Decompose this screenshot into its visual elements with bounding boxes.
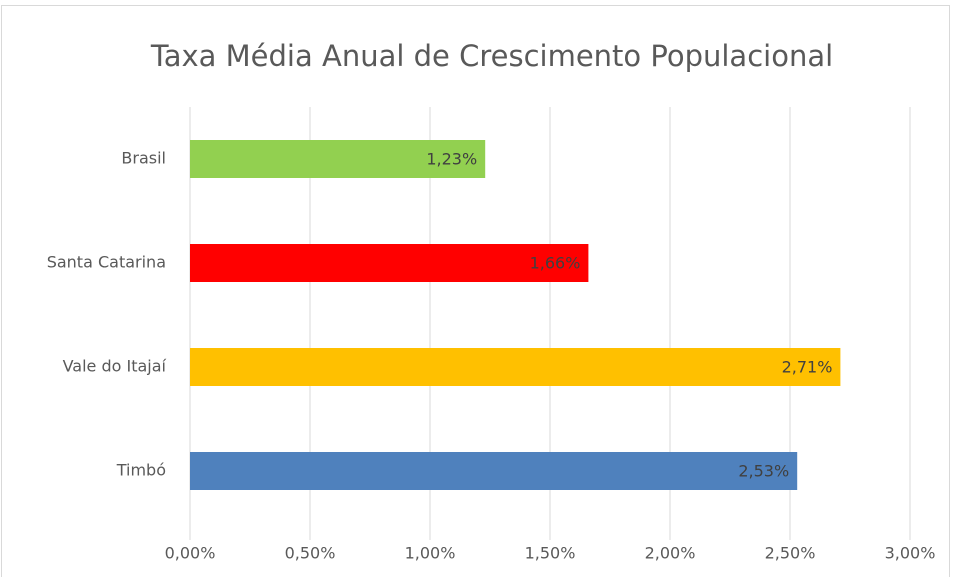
value-label: 2,71%: [782, 358, 833, 377]
bar: [190, 348, 841, 386]
value-label: 1,23%: [426, 150, 477, 169]
x-tick-label: 1,00%: [405, 544, 456, 563]
value-label: 2,53%: [738, 462, 789, 481]
y-tick-label: Vale do Itajaí: [63, 357, 167, 376]
chart-border: [1, 5, 950, 577]
y-tick-label: Brasil: [121, 149, 166, 168]
x-tick-label: 0,50%: [285, 544, 336, 563]
value-label: 1,66%: [530, 254, 581, 273]
x-tick-label: 1,50%: [525, 544, 576, 563]
y-tick-label: Santa Catarina: [47, 253, 166, 272]
x-tick-label: 0,00%: [165, 544, 216, 563]
bar: [190, 140, 486, 178]
bar: [190, 244, 589, 282]
x-tick-label: 2,00%: [645, 544, 696, 563]
x-tick-label: 3,00%: [885, 544, 936, 563]
y-tick-label: Timbó: [116, 461, 166, 480]
chart-title: Taxa Média Anual de Crescimento Populaci…: [150, 39, 833, 73]
bar: [190, 452, 798, 490]
x-tick-label: 2,50%: [765, 544, 816, 563]
